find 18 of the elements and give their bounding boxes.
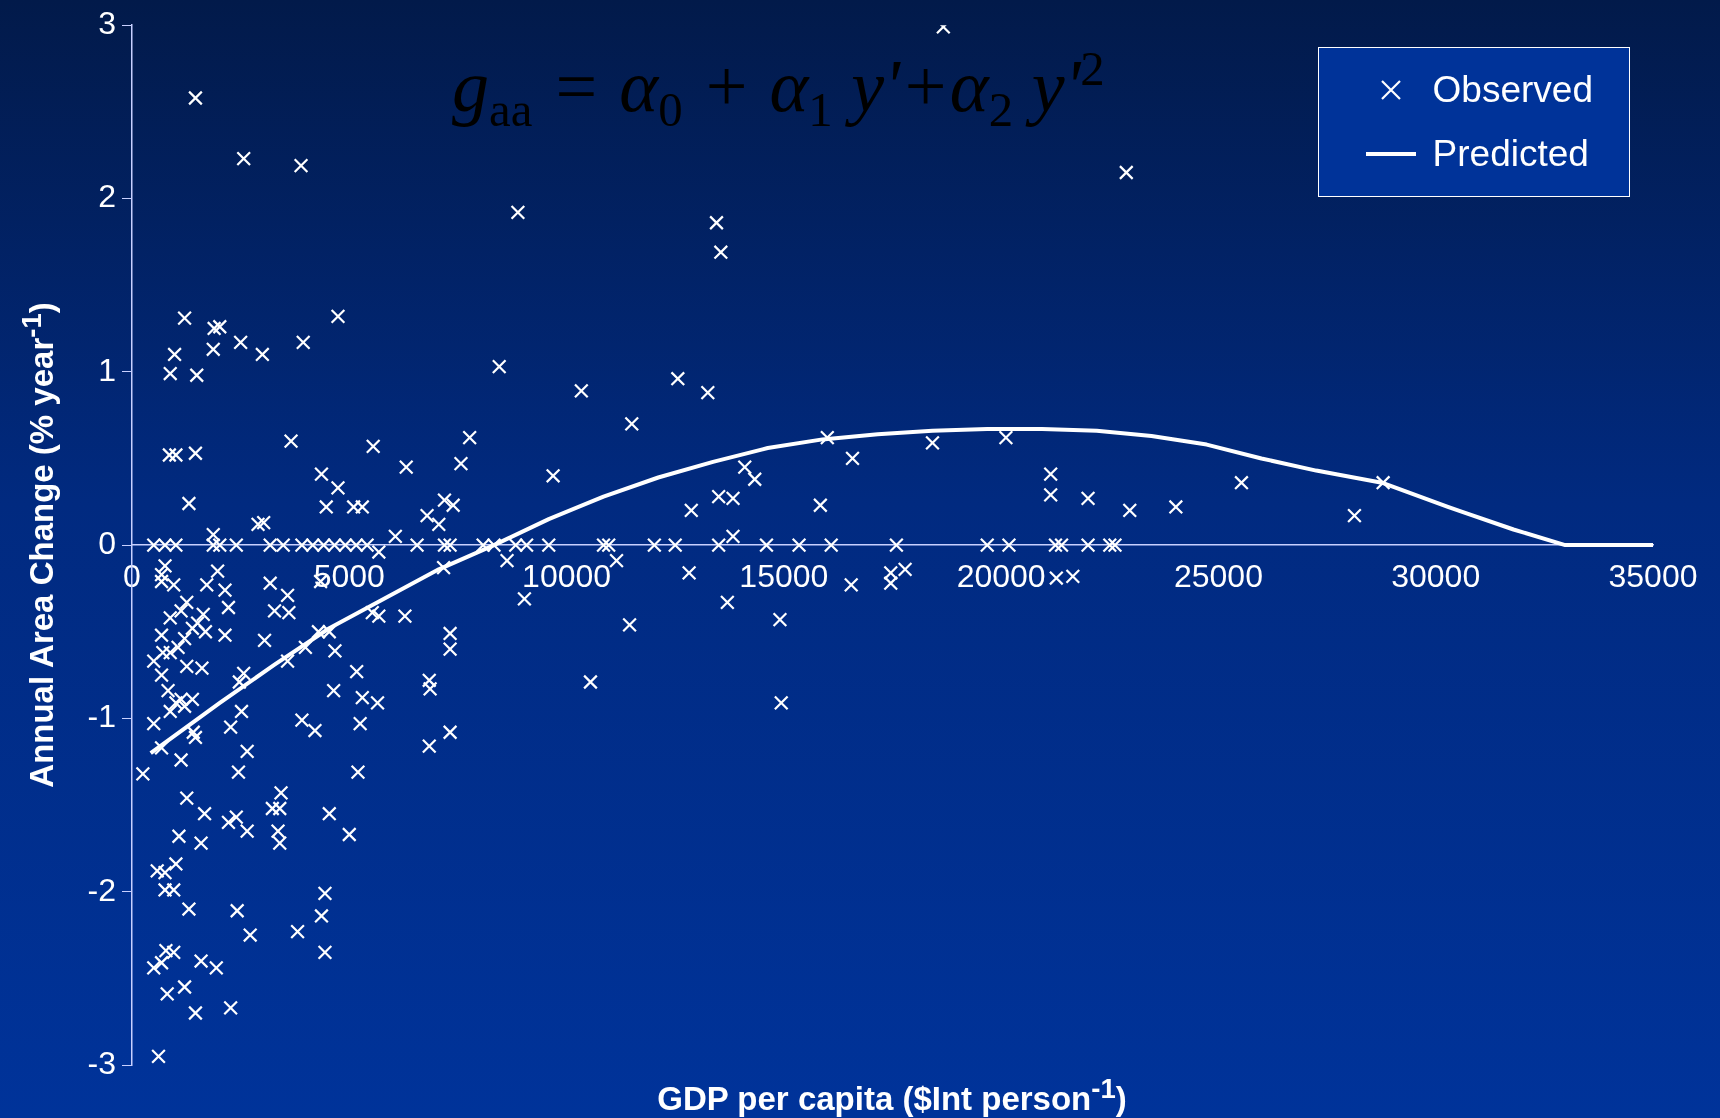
x-tick-label: 20000 <box>956 558 1046 595</box>
y-tick-label: -1 <box>87 698 116 735</box>
legend-label: Predicted <box>1432 133 1589 175</box>
x-tick-label: 10000 <box>522 558 612 595</box>
y-tick-label: -2 <box>87 871 116 908</box>
y-tick-label: 2 <box>98 178 116 215</box>
x-tick-label: 25000 <box>1173 558 1263 595</box>
x-tick-label: 5000 <box>313 558 385 595</box>
y-tick-label: 1 <box>98 351 116 388</box>
x-axis-title: GDP per capita ($Int person$^{-1}$) <box>657 1072 1127 1118</box>
x-tick-label: 35000 <box>1608 558 1698 595</box>
y-tick-label: -3 <box>87 1044 116 1081</box>
y-tick-label: 3 <box>98 5 116 42</box>
text: g$_{aa}$ = α$_{0}$ + α$_{1}$ y'+α$_{2}$ y'$^{2}$ <box>452 41 1105 138</box>
legend-label: Observed <box>1432 69 1593 111</box>
x-tick-label: 30000 <box>1391 558 1481 595</box>
y-tick-label: 0 <box>98 524 116 561</box>
x-tick-label: 15000 <box>739 558 829 595</box>
